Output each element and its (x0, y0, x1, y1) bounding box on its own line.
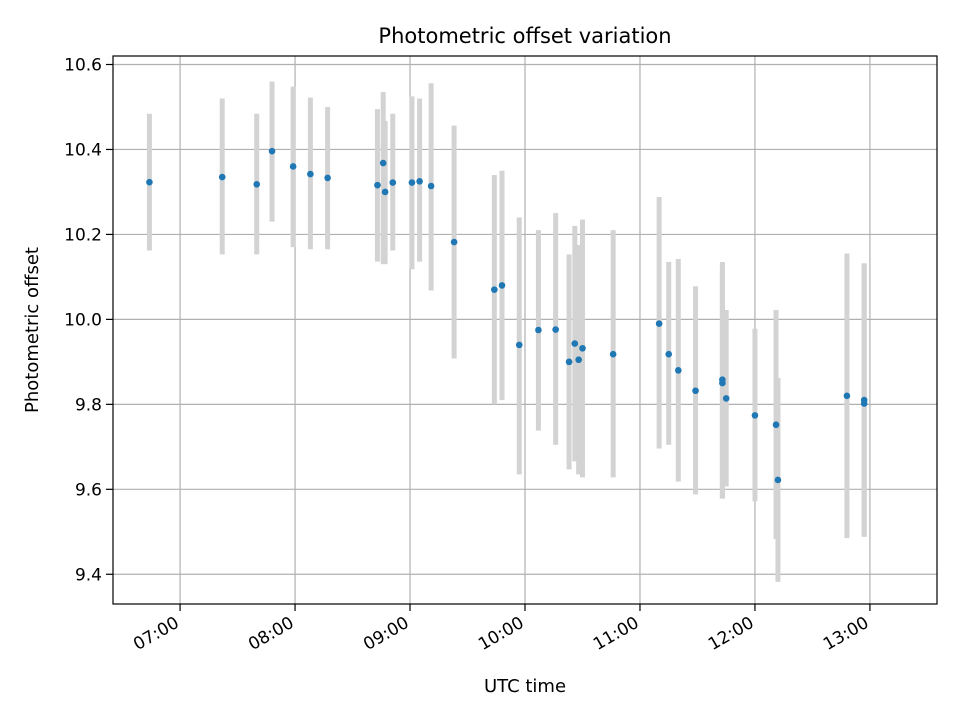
y-tick-label: 9.8 (75, 395, 102, 415)
data-point (722, 395, 730, 402)
y-tick-label: 10.0 (64, 310, 102, 330)
y-axis-label: Photometric offset (22, 247, 43, 413)
data-point (772, 421, 780, 429)
data-point (665, 350, 673, 358)
data-point (552, 326, 559, 333)
y-tick-label: 10.6 (64, 55, 102, 75)
data-point (535, 326, 542, 334)
data-point (692, 387, 699, 395)
data-point (719, 379, 726, 387)
data-point (575, 356, 582, 364)
data-point (389, 179, 397, 186)
data-point (381, 188, 389, 196)
data-point (416, 178, 423, 185)
data-point (843, 392, 851, 400)
data-point (579, 344, 586, 352)
data-point (324, 174, 331, 182)
data-point (675, 367, 682, 374)
data-point (860, 396, 868, 404)
y-tick-label: 9.6 (75, 480, 102, 500)
data-point (571, 340, 579, 347)
chart-title: Photometric offset variation (378, 24, 671, 48)
data-point (374, 181, 381, 189)
data-point (253, 180, 261, 188)
data-point (655, 320, 663, 327)
data-points (146, 147, 868, 484)
y-tick-label: 10.2 (64, 225, 102, 245)
data-point (218, 173, 226, 181)
data-point (751, 412, 759, 419)
x-axis-label: UTC time (484, 676, 566, 697)
y-tick-label: 10.4 (64, 140, 102, 160)
data-point (427, 182, 435, 190)
data-point (491, 286, 498, 293)
data-point (146, 178, 153, 186)
data-point (515, 341, 523, 349)
data-point (268, 147, 276, 155)
data-point (565, 358, 573, 366)
data-point (498, 282, 506, 289)
data-point (774, 476, 782, 484)
data-point (307, 170, 314, 178)
data-point (609, 350, 617, 358)
data-point (408, 179, 416, 186)
y-tick-label: 9.4 (75, 565, 102, 585)
data-point (450, 238, 458, 246)
data-point (289, 163, 297, 170)
data-point (379, 159, 387, 167)
